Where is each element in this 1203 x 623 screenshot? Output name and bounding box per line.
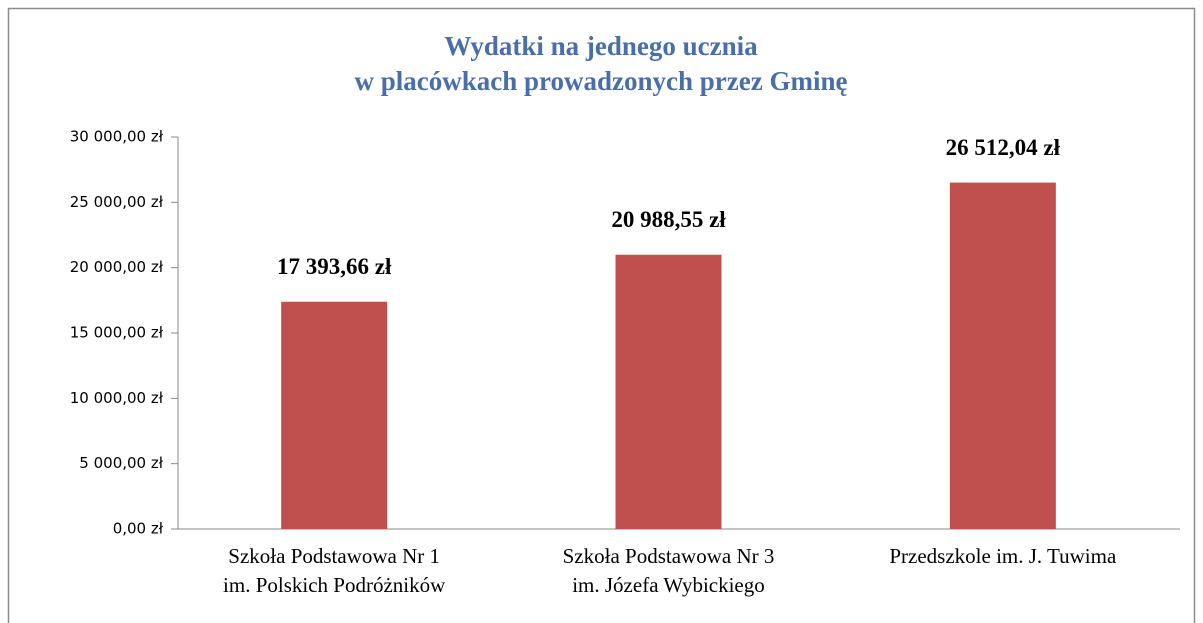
- y-tick-label: 0,00 zł: [113, 520, 164, 538]
- bar: [281, 301, 388, 529]
- y-tick-label: 10 000,00 zł: [70, 389, 164, 407]
- chart-title: w placówkach prowadzonych przez Gminę: [355, 66, 848, 96]
- x-tick-label: Szkoła Podstawowa Nr 1: [228, 544, 440, 568]
- chart-title: Wydatki na jednego ucznia: [444, 31, 758, 61]
- bar: [615, 254, 722, 529]
- value-label: 20 988,55 zł: [611, 207, 726, 232]
- x-tick-label: im. Józefa Wybickiego: [572, 573, 765, 597]
- value-label: 17 393,66 zł: [277, 254, 392, 279]
- y-tick-label: 30 000,00 zł: [70, 128, 164, 146]
- y-tick-label: 20 000,00 zł: [70, 258, 164, 276]
- x-tick-label: im. Polskich Podróżników: [223, 573, 446, 597]
- y-tick-label: 5 000,00 zł: [79, 454, 163, 472]
- x-tick-label: Przedszkole im. J. Tuwima: [889, 544, 1117, 568]
- value-label: 26 512,04 zł: [946, 135, 1061, 160]
- x-tick-label: Szkoła Podstawowa Nr 3: [563, 544, 775, 568]
- bar: [949, 182, 1056, 530]
- y-tick-label: 15 000,00 zł: [70, 324, 164, 342]
- y-tick-label: 25 000,00 zł: [70, 193, 164, 211]
